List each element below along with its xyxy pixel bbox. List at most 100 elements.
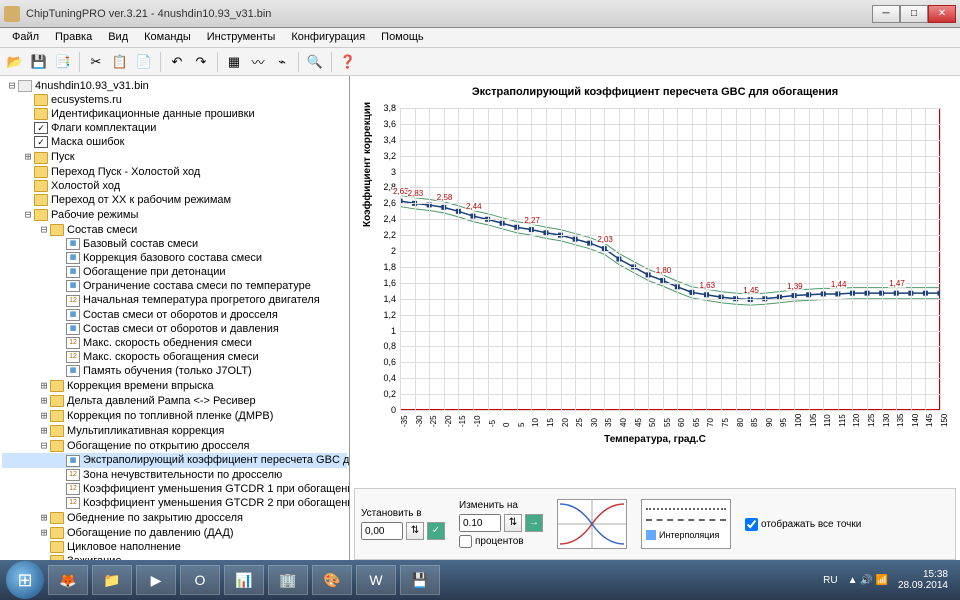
minimize-button[interactable]: ─	[872, 5, 900, 23]
set-value-group: Установить в ⇅ ✓	[361, 508, 445, 540]
task-firefox[interactable]: 🦊	[48, 565, 88, 595]
tree-item[interactable]: ⊞Коррекция времени впрыска	[2, 378, 347, 393]
toolbar-undo-icon[interactable]: ↶	[166, 51, 188, 73]
tray-date: 28.09.2014	[898, 580, 948, 591]
change-value-label: Изменить на	[459, 500, 543, 511]
menu-Конфигурация[interactable]: Конфигурация	[283, 28, 373, 47]
tree-item[interactable]: Переход Пуск - Холостой ход	[2, 165, 347, 179]
tree-item[interactable]: Коррекция базового состава смеси	[2, 251, 347, 265]
tree-item[interactable]: ⊞Обеднение по закрытию дросселя	[2, 510, 347, 525]
tree-item[interactable]: Начальная температура прогретого двигате…	[2, 293, 347, 307]
task-app2[interactable]: 💾	[400, 565, 440, 595]
tree-item[interactable]: Цикловое наполнение	[2, 540, 347, 554]
maximize-button[interactable]: □	[900, 5, 928, 23]
tree-item[interactable]: Обогащение при детонации	[2, 265, 347, 279]
task-explorer[interactable]: 📁	[92, 565, 132, 595]
tree-item[interactable]: Память обучения (только J7OLT)	[2, 364, 347, 378]
percent-checkbox[interactable]	[459, 535, 472, 548]
change-value-apply[interactable]: →	[525, 514, 543, 532]
start-button[interactable]: ⊞	[6, 561, 44, 599]
system-tray[interactable]: RU ▲ 🔊 📶 15:38 28.09.2014	[823, 569, 954, 591]
window-titlebar: ChipTuningPRO ver.3.21 - 4nushdin10.93_v…	[0, 0, 960, 28]
toolbar-help-icon[interactable]: ❓	[337, 51, 359, 73]
task-word[interactable]: W	[356, 565, 396, 595]
tree-item[interactable]: Макс. скорость обеднения смеси	[2, 336, 347, 350]
right-panel: Экстраполирующий коэффициент пересчета G…	[350, 76, 960, 564]
toolbar-interp-icon[interactable]: ⌁	[271, 51, 293, 73]
window-title: ChipTuningPRO ver.3.21 - 4nushdin10.93_v…	[26, 8, 872, 20]
tree-panel[interactable]: ⊟4nushdin10.93_v31.bin ecusystems.ru Иде…	[0, 76, 350, 564]
tree-item[interactable]: Флаги комплектации	[2, 121, 347, 135]
tray-icons[interactable]: ▲ 🔊 📶	[848, 575, 888, 586]
task-opera[interactable]: O	[180, 565, 220, 595]
tree-item[interactable]: Холостой ход	[2, 179, 347, 193]
chart-box[interactable]: Коэффициент коррекции 00,20,40,60,811,21…	[400, 102, 940, 432]
tree-item[interactable]: Состав смеси от оборотов и дросселя	[2, 308, 347, 322]
toolbar-copy-icon[interactable]: 📋	[109, 51, 131, 73]
tree-item[interactable]: Маска ошибок	[2, 135, 347, 149]
toolbar-paste-icon[interactable]: 📄	[133, 51, 155, 73]
toolbar-grid-icon[interactable]: ▦	[223, 51, 245, 73]
toolbar-save-icon[interactable]: 💾	[28, 51, 50, 73]
tree-item[interactable]: Базовый состав смеси	[2, 237, 347, 251]
menu-Файл[interactable]: Файл	[4, 28, 47, 47]
toolbar: 📂💾📑 ✂📋📄 ↶↷ ▦〰⌁ 🔍 ❓	[0, 48, 960, 76]
change-value-input[interactable]	[459, 514, 501, 532]
preview-curve[interactable]	[557, 499, 627, 549]
menubar: ФайлПравкаВидКомандыИнструментыКонфигура…	[0, 28, 960, 48]
tray-lang[interactable]: RU	[823, 575, 837, 586]
tree-item[interactable]: ⊞Мультипликативная коррекция	[2, 423, 347, 438]
toolbar-curve-icon[interactable]: 〰	[247, 51, 269, 73]
tree-item[interactable]: ⊟4nushdin10.93_v31.bin	[2, 78, 347, 93]
tree-item[interactable]: Переход от ХХ к рабочим режимам	[2, 193, 347, 207]
tree-item[interactable]: Ограничение состава смеси по температуре	[2, 279, 347, 293]
menu-Инструменты[interactable]: Инструменты	[199, 28, 284, 47]
show-all-group: отображать все точки	[745, 518, 861, 531]
chart-title: Экстраполирующий коэффициент пересчета G…	[360, 86, 950, 98]
chart-xlabel: Температура, град.C	[360, 434, 950, 445]
toolbar-folder-icon[interactable]: 📂	[4, 51, 26, 73]
close-button[interactable]: ✕	[928, 5, 956, 23]
tree-item[interactable]: Коэффициент уменьшения GTCDR 1 при обога…	[2, 482, 347, 496]
percent-label: процентов	[475, 536, 524, 547]
toolbar-saveall-icon[interactable]: 📑	[52, 51, 74, 73]
tree-item[interactable]: Идентификационные данные прошивки	[2, 107, 347, 121]
set-value-apply[interactable]: ✓	[427, 522, 445, 540]
set-value-input[interactable]	[361, 522, 403, 540]
tree-item[interactable]: ⊟Состав смеси	[2, 222, 347, 237]
tree-item[interactable]: ⊞Коррекция по топливной пленке (ДМРВ)	[2, 408, 347, 423]
menu-Вид[interactable]: Вид	[100, 28, 136, 47]
set-value-label: Установить в	[361, 508, 445, 519]
tree-item[interactable]: Состав смеси от оборотов и давления	[2, 322, 347, 336]
tree-item[interactable]: ⊞Обогащение по давлению (ДАД)	[2, 525, 347, 540]
task-app1[interactable]: 🏢	[268, 565, 308, 595]
app-icon	[4, 6, 20, 22]
tree-item[interactable]: ⊞Пуск	[2, 149, 347, 164]
tray-time: 15:38	[898, 569, 948, 580]
show-all-checkbox[interactable]	[745, 518, 758, 531]
menu-Правка[interactable]: Правка	[47, 28, 100, 47]
task-paint[interactable]: 🎨	[312, 565, 352, 595]
tree-item[interactable]: Коэффициент уменьшения GTCDR 2 при обога…	[2, 496, 347, 510]
tree-item[interactable]: ⊟Рабочие режимы	[2, 207, 347, 222]
toolbar-redo-icon[interactable]: ↷	[190, 51, 212, 73]
task-media[interactable]: ▶	[136, 565, 176, 595]
menu-Команды[interactable]: Команды	[136, 28, 199, 47]
toolbar-search-icon[interactable]: 🔍	[304, 51, 326, 73]
taskbar: ⊞ 🦊 📁 ▶ O 📊 🏢 🎨 W 💾 RU ▲ 🔊 📶 15:38 28.09…	[0, 560, 960, 600]
change-value-group: Изменить на ⇅ → процентов	[459, 500, 543, 548]
line-style-box[interactable]: Интерполяция	[641, 499, 731, 549]
tree-item[interactable]: Макс. скорость обогащения смеси	[2, 350, 347, 364]
tree-item[interactable]: ecusystems.ru	[2, 93, 347, 107]
tree-item[interactable]: ⊟Обогащение по открытию дросселя	[2, 438, 347, 453]
task-chiptuning[interactable]: 📊	[224, 565, 264, 595]
controls-panel: Установить в ⇅ ✓ Изменить на ⇅ → процент…	[354, 488, 956, 560]
toolbar-cut-icon[interactable]: ✂	[85, 51, 107, 73]
show-all-label: отображать все точки	[761, 519, 861, 530]
tree-item[interactable]: ⊞Дельта давлений Рампа <-> Ресивер	[2, 393, 347, 408]
tree-item[interactable]: Экстраполирующий коэффициент пересчета G…	[2, 453, 347, 467]
menu-Помощь[interactable]: Помощь	[373, 28, 432, 47]
tree-item[interactable]: Зона нечувствительности по дросселю	[2, 468, 347, 482]
change-value-spin[interactable]: ⇅	[504, 514, 522, 532]
set-value-spin[interactable]: ⇅	[406, 522, 424, 540]
